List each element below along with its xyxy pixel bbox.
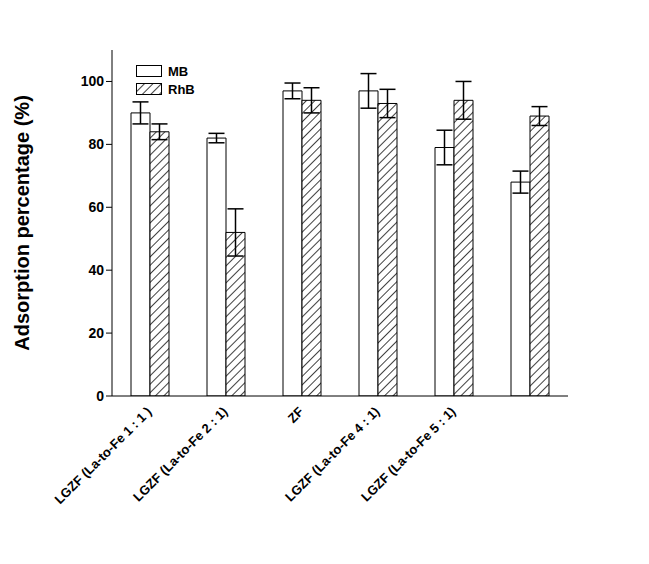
html-text:MB: MB xyxy=(168,63,189,79)
svg-text:20: 20 xyxy=(88,325,104,341)
svg-text:0: 0 xyxy=(96,388,104,404)
svg-text:LGZF (La-to-Fe 5 : 1): LGZF (La-to-Fe 5 : 1) xyxy=(358,404,458,504)
svg-text:ZF: ZF xyxy=(285,404,307,426)
svg-text:Adsorption percentage (%): Adsorption percentage (%) xyxy=(11,95,33,351)
svg-text:LGZF (La-to-Fe 1 : 1 ): LGZF (La-to-Fe 1 : 1 ) xyxy=(51,403,155,507)
svg-text:60: 60 xyxy=(88,199,104,215)
svg-text:80: 80 xyxy=(88,136,104,152)
svg-text:LGZF (La-to-Fe 2 : 1): LGZF (La-to-Fe 2 : 1) xyxy=(130,404,230,504)
svg-text:LGZF (La-to-Fe 4 : 1): LGZF (La-to-Fe 4 : 1) xyxy=(282,403,383,505)
svg-text:40: 40 xyxy=(88,262,104,278)
svg-text:100: 100 xyxy=(81,73,105,89)
html-text:RhB: RhB xyxy=(168,81,195,97)
